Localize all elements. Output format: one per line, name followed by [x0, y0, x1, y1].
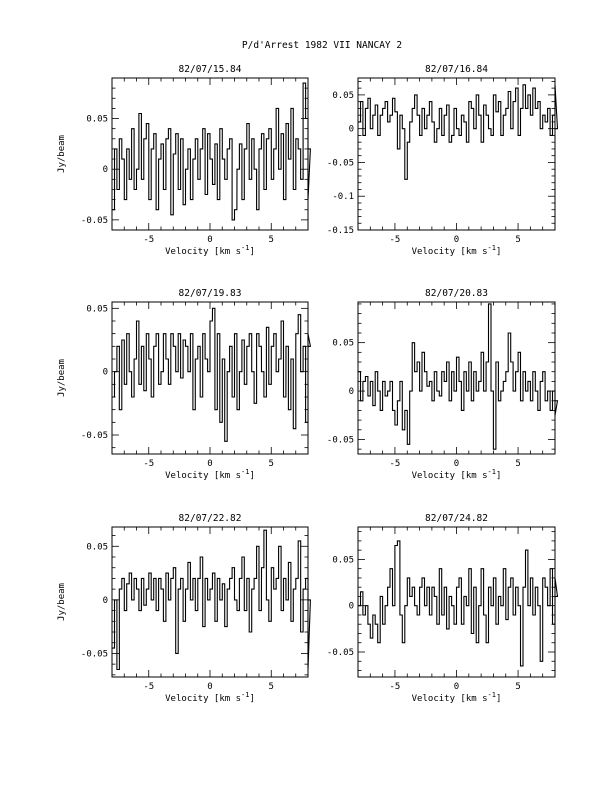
x-axis-label-close: ]: [249, 471, 254, 481]
x-axis-label-main: Velocity [km s: [165, 471, 241, 481]
x-axis-label-main: Velocity [km s: [165, 694, 241, 704]
y-tick-label: -0.05: [81, 649, 108, 659]
y-tick-label: -0.15: [327, 226, 354, 236]
x-tick-label: -5: [143, 682, 154, 692]
x-tick-label: 5: [269, 459, 274, 469]
panel-title: 82/07/16.84: [425, 64, 488, 75]
x-axis-label-exponent: -1: [488, 691, 496, 699]
y-tick-label: 0.05: [86, 542, 108, 552]
y-tick-label: -0.1: [332, 192, 354, 202]
x-axis-label-main: Velocity [km s: [412, 247, 488, 257]
x-axis-label-exponent: -1: [241, 691, 249, 699]
y-axis-label: Jy/beam: [57, 135, 67, 173]
page-title: P/d'Arrest 1982 VII NANCAY 2: [242, 40, 402, 51]
y-tick-label: -0.05: [81, 431, 108, 441]
x-tick-label: -5: [390, 459, 401, 469]
chart-panel-6: 82/07/24.82 -5 0 5 -0.05 0 0.05 Velocity [km s-…: [327, 513, 559, 704]
x-axis-label-exponent: -1: [241, 468, 249, 476]
panel-title: 82/07/24.82: [425, 513, 488, 524]
spectrum-line: [358, 303, 559, 450]
x-axis-label-close: ]: [496, 694, 501, 704]
x-axis-label-exponent: -1: [488, 244, 496, 252]
chart-panel-5: 82/07/22.82 -5 0 5 -0.05 0 0.05 Velocity [km s-…: [57, 513, 311, 704]
y-tick-label: 0: [103, 165, 108, 175]
y-tick-label: 0.05: [332, 555, 354, 565]
x-tick-label: 0: [454, 235, 459, 245]
x-tick-label: 0: [207, 682, 212, 692]
y-tick-label: 0: [349, 387, 354, 397]
x-axis-label: Velocity [km s-1]: [412, 691, 502, 704]
spectrum-line: [358, 84, 559, 180]
x-tick-label: -5: [390, 235, 401, 245]
y-tick-label: -0.05: [327, 435, 354, 445]
x-tick-label: -5: [143, 235, 154, 245]
y-tick-label: 0.05: [332, 339, 354, 349]
y-axis-label: Jy/beam: [57, 359, 67, 397]
x-tick-label: 5: [515, 682, 520, 692]
y-tick-label: 0.05: [86, 304, 108, 314]
x-tick-label: -5: [143, 459, 154, 469]
x-tick-label: 0: [207, 459, 212, 469]
chart-panel-2: 82/07/16.84 -5 0 5 -0.15 -0.1 -0.05 0 0.05 Veloci…: [327, 64, 559, 257]
x-axis-label-main: Velocity [km s: [412, 471, 488, 481]
y-tick-label: 0: [349, 602, 354, 612]
panel-title: 82/07/22.82: [179, 513, 242, 524]
spectrum-line: [112, 307, 312, 442]
y-tick-label: 0.05: [332, 91, 354, 101]
x-tick-label: 5: [515, 459, 520, 469]
y-tick-label: -0.05: [327, 648, 354, 658]
chart-panel-3: 82/07/19.83 -5 0 5 -0.05 0 0.05 Velocity [km s-…: [57, 288, 312, 481]
x-axis-label: Velocity [km s-1]: [165, 244, 255, 257]
y-tick-label: 0.05: [86, 115, 108, 125]
spectrum-line: [112, 82, 311, 221]
x-axis-label-exponent: -1: [488, 468, 496, 476]
x-axis-label: Velocity [km s-1]: [165, 468, 255, 481]
x-axis-label-close: ]: [249, 247, 254, 257]
x-tick-label: 5: [515, 235, 520, 245]
y-tick-label: -0.05: [327, 158, 354, 168]
x-tick-label: 0: [207, 235, 212, 245]
y-tick-label: 0: [103, 368, 108, 378]
x-tick-label: 5: [269, 235, 274, 245]
panel-title: 82/07/19.83: [179, 288, 242, 299]
chart-panel-4: 82/07/20.83 -5 0 5 -0.05 0 0.05 Velocity [km s-…: [327, 288, 559, 481]
x-axis-label-close: ]: [496, 247, 501, 257]
y-tick-label: -0.05: [81, 216, 108, 226]
y-axis-label: Jy/beam: [57, 583, 67, 621]
x-axis-label: Velocity [km s-1]: [165, 691, 255, 704]
x-axis-label: Velocity [km s-1]: [412, 468, 502, 481]
chart-panel-1: 82/07/15.84 -5 0 5 -0.05 0 0.05 Velocity [km s-…: [57, 64, 311, 257]
spectrum-line: [112, 529, 311, 671]
x-axis-label-main: Velocity [km s: [412, 694, 488, 704]
x-axis-label-exponent: -1: [241, 244, 249, 252]
x-tick-label: 0: [454, 459, 459, 469]
panel-title: 82/07/15.84: [179, 64, 242, 75]
y-tick-label: 0: [103, 596, 108, 606]
x-axis-label-close: ]: [496, 471, 501, 481]
y-tick-label: 0: [349, 125, 354, 135]
panel-title: 82/07/20.83: [425, 288, 488, 299]
x-axis-label-main: Velocity [km s: [165, 247, 241, 257]
x-tick-label: 0: [454, 682, 459, 692]
x-axis-label: Velocity [km s-1]: [412, 244, 502, 257]
x-tick-label: -5: [390, 682, 401, 692]
x-axis-label-close: ]: [249, 694, 254, 704]
spectrum-line: [358, 540, 559, 667]
x-tick-label: 5: [269, 682, 274, 692]
